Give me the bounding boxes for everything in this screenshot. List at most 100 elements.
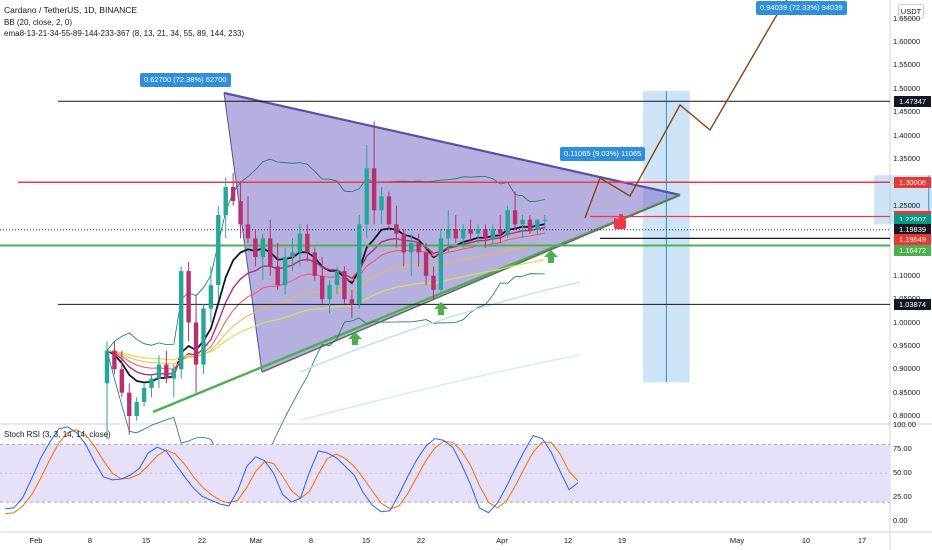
candle-body — [349, 299, 355, 304]
stoch-rsi-legend[interactable]: Stoch RSI (3, 3, 14, 14, close) — [4, 430, 111, 439]
price-tag: 1.47347 — [894, 95, 931, 107]
candles[interactable] — [104, 121, 547, 440]
price-tick: 1.25000 — [893, 200, 921, 210]
price-tick: 0.90000 — [893, 364, 921, 374]
candle-body — [245, 224, 251, 239]
candle-body — [253, 238, 258, 258]
candle-body — [527, 219, 533, 230]
candle-body — [431, 275, 436, 290]
candle-body — [416, 243, 421, 253]
price-tag: 1.30006 — [894, 176, 931, 188]
candle-body — [468, 229, 473, 234]
candle-body — [201, 308, 206, 365]
time-tick: Feb — [29, 536, 43, 545]
candle-body — [290, 252, 295, 258]
price-tick: 1.50000 — [893, 83, 921, 93]
candle-body — [186, 271, 191, 323]
candle-body — [275, 266, 280, 286]
price-tag: 1.19839 — [894, 224, 931, 236]
candle-body — [386, 196, 392, 225]
ema-legend[interactable]: ema8-13-21-34-55-89-144-233-367 (8, 13, … — [4, 29, 245, 38]
candle-body — [423, 252, 429, 276]
triangle-support-edge — [152, 193, 681, 414]
price-tag: 1.03874 — [894, 298, 931, 310]
price-tick: 1.60000 — [893, 37, 921, 47]
symbol-title[interactable]: Cardano / TetherUS, 1D, BINANCE — [4, 5, 138, 15]
candle-body — [334, 271, 340, 286]
stoch-d-line — [4, 429, 579, 515]
time-tick: 19 — [617, 536, 627, 545]
candle-body — [498, 229, 503, 234]
candle-body — [297, 233, 303, 253]
candle-body — [483, 229, 488, 239]
price-tick: 0.95000 — [893, 340, 921, 350]
candle-body — [453, 229, 458, 239]
price-tick: 1.35000 — [893, 153, 921, 163]
triangle-pattern[interactable] — [152, 91, 681, 414]
candle-body — [127, 392, 132, 416]
price-tick: 0.80000 — [893, 410, 921, 420]
price-tick: 1.65000 — [893, 13, 921, 23]
time-tick: 22 — [416, 536, 426, 545]
candle-body — [535, 219, 540, 230]
candle-body — [364, 168, 369, 225]
candle-body — [282, 257, 288, 286]
triangle-upper-edge — [223, 91, 681, 197]
price-tick: 1.55000 — [893, 60, 921, 70]
candle-body — [490, 229, 496, 239]
candle-body — [475, 229, 481, 234]
candle-body — [230, 186, 236, 201]
candle-body — [208, 285, 214, 309]
candle-body — [179, 271, 184, 370]
candle-body — [119, 369, 125, 393]
bb-legend[interactable]: BB (20, close, 2, 0) — [4, 18, 73, 27]
rsi-tick: 0.00 — [893, 516, 908, 526]
price-tick: 1.40000 — [893, 130, 921, 140]
stoch-k-line — [4, 426, 579, 514]
candle-body — [171, 369, 176, 379]
support-arrows — [348, 250, 558, 345]
time-tick: Mar — [249, 536, 263, 545]
candle-body — [505, 210, 510, 234]
price-tick: 1.05000 — [893, 294, 920, 303]
candle-body — [104, 350, 110, 384]
price-tick: 1.10000 — [893, 270, 921, 280]
alert-hand-icon[interactable] — [610, 213, 630, 231]
candle-body — [327, 285, 332, 300]
time-tick: 22 — [197, 536, 207, 545]
stoch-rsi-pane[interactable] — [0, 426, 890, 515]
candle-body — [371, 168, 377, 211]
time-tick: 15 — [361, 536, 371, 545]
time-tick: 12 — [563, 536, 573, 545]
time-tick: 8 — [87, 536, 93, 545]
price-tick: 1.00000 — [893, 317, 921, 327]
measure-callout-mid: 0.11065 (9.03%) 11065 — [560, 147, 646, 161]
candle-body — [164, 364, 169, 379]
candle-body — [156, 364, 162, 379]
price-tag: 1.16472 — [894, 244, 931, 256]
ema-long-line — [299, 281, 581, 373]
rsi-tick: 25.00 — [893, 492, 912, 502]
candle-body — [460, 229, 466, 239]
candle-body — [193, 322, 199, 365]
triangle-shape — [224, 93, 680, 372]
candle-body — [542, 219, 547, 221]
candle-body — [312, 252, 317, 276]
time-tick: 15 — [141, 536, 151, 545]
time-tick: Apr — [496, 536, 508, 545]
time-tick: 17 — [857, 536, 867, 545]
price-tick: 1.45000 — [893, 107, 921, 117]
projection-path[interactable] — [584, 0, 790, 219]
up-arrow-icon — [348, 332, 362, 345]
candle-body — [223, 186, 228, 216]
bb-lower — [106, 273, 545, 471]
currency-button[interactable]: USDT — [898, 4, 924, 19]
triangle-lower-edge — [261, 194, 681, 373]
candle-body — [149, 378, 154, 388]
horizontal-levels[interactable] — [0, 100, 890, 305]
measure-callout-left: 0.62700 (72.38%) 62700 — [140, 73, 231, 87]
candle-body — [446, 229, 451, 239]
candle-body — [409, 243, 414, 253]
